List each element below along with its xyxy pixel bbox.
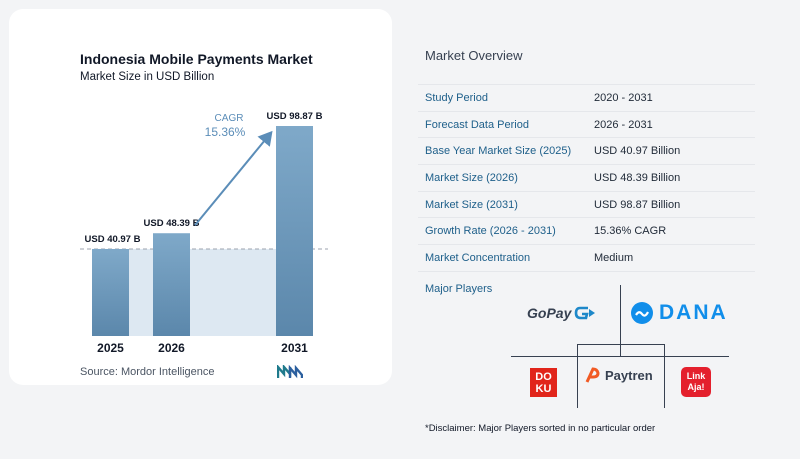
source-text: Source: Mordor Intelligence — [80, 366, 215, 378]
paytren-icon — [585, 367, 600, 383]
linkaja-logo: Link Aja! — [681, 367, 711, 397]
bar-value-label: USD 48.39 B — [144, 218, 200, 229]
dana-icon — [631, 302, 653, 324]
base-highlight-band — [129, 248, 276, 336]
doku-logo-text: KU — [535, 382, 552, 395]
x-tick-label: 2025 — [97, 341, 124, 355]
overview-row: Study Period 2020 - 2031 — [418, 85, 755, 112]
row-label: Market Concentration — [425, 251, 531, 264]
overview-row: Growth Rate (2026 - 2031) 15.36% CAGR — [418, 218, 755, 246]
row-label: Market Size (2031) — [425, 198, 518, 211]
row-value: 2020 - 2031 — [594, 91, 653, 104]
row-value: 15.36% CAGR — [594, 225, 667, 238]
paytren-logo-text: Paytren — [605, 367, 653, 383]
row-label: Base Year Market Size (2025) — [425, 145, 572, 158]
disclaimer-text: *Disclaimer: Major Players sorted in no … — [425, 423, 656, 434]
x-tick-label: 2026 — [158, 341, 185, 355]
row-value: USD 40.97 Billion — [594, 145, 681, 158]
overview-table: Study Period 2020 - 2031 Forecast Data Pe… — [418, 84, 755, 272]
row-value: 2026 - 2031 — [594, 118, 653, 131]
row-label: Growth Rate (2026 - 2031) — [425, 225, 556, 238]
players-divider — [664, 344, 665, 408]
players-divider — [620, 285, 621, 357]
row-value: USD 98.87 Billion — [594, 198, 681, 211]
row-value: Medium — [594, 251, 634, 264]
linkaja-logo-text: Link — [686, 371, 706, 381]
row-label: Market Size (2026) — [425, 171, 518, 184]
bar-chart: USD 40.97 B 2025 USD 48.39 B 2026 USD 98.87 … — [80, 111, 328, 355]
overview-row: Market Concentration Medium — [418, 245, 755, 272]
cagr-label: CAGR — [215, 113, 244, 124]
bar-value-label: USD 98.87 B — [267, 111, 323, 122]
row-label: Study Period — [425, 91, 488, 104]
bar-2025 — [92, 248, 129, 336]
paytren-logo: Paytren — [584, 366, 653, 384]
mordor-logo-icon — [277, 365, 303, 379]
gopay-g-icon — [575, 306, 596, 320]
chart-title: Indonesia Mobile Payments Market — [80, 51, 313, 67]
overview-row: Base Year Market Size (2025) USD 40.97 Bi… — [418, 138, 755, 166]
x-tick-label: 2031 — [281, 341, 308, 355]
doku-logo: DO KU — [530, 368, 557, 397]
dana-logo-text: DANA — [659, 301, 728, 324]
bar-2031 — [276, 126, 313, 336]
row-label: Forecast Data Period — [425, 118, 529, 131]
overview-row: Market Size (2031) USD 98.87 Billion — [418, 192, 755, 219]
chart-subtitle: Market Size in USD Billion — [80, 71, 215, 83]
dana-logo: DANA — [630, 301, 728, 325]
doku-logo-text: DO — [535, 370, 552, 383]
major-players-title: Major Players — [425, 283, 493, 295]
bar-value-label: USD 40.97 B — [85, 234, 141, 245]
gopay-logo: GoPay — [527, 305, 596, 321]
players-divider — [577, 344, 578, 408]
row-value: USD 48.39 Billion — [594, 171, 681, 184]
players-divider — [577, 344, 664, 345]
bar-2026 — [153, 233, 190, 336]
overview-row: Forecast Data Period 2026 - 2031 — [418, 112, 755, 139]
cagr-arrow — [194, 130, 273, 226]
players-divider — [511, 356, 729, 357]
cagr-value: 15.36% — [205, 125, 246, 139]
gopay-logo-text: GoPay — [527, 305, 572, 321]
overview-row: Market Size (2026) USD 48.39 Billion — [418, 165, 755, 192]
linkaja-logo-text: Aja! — [687, 382, 705, 392]
overview-title: Market Overview — [425, 48, 523, 63]
